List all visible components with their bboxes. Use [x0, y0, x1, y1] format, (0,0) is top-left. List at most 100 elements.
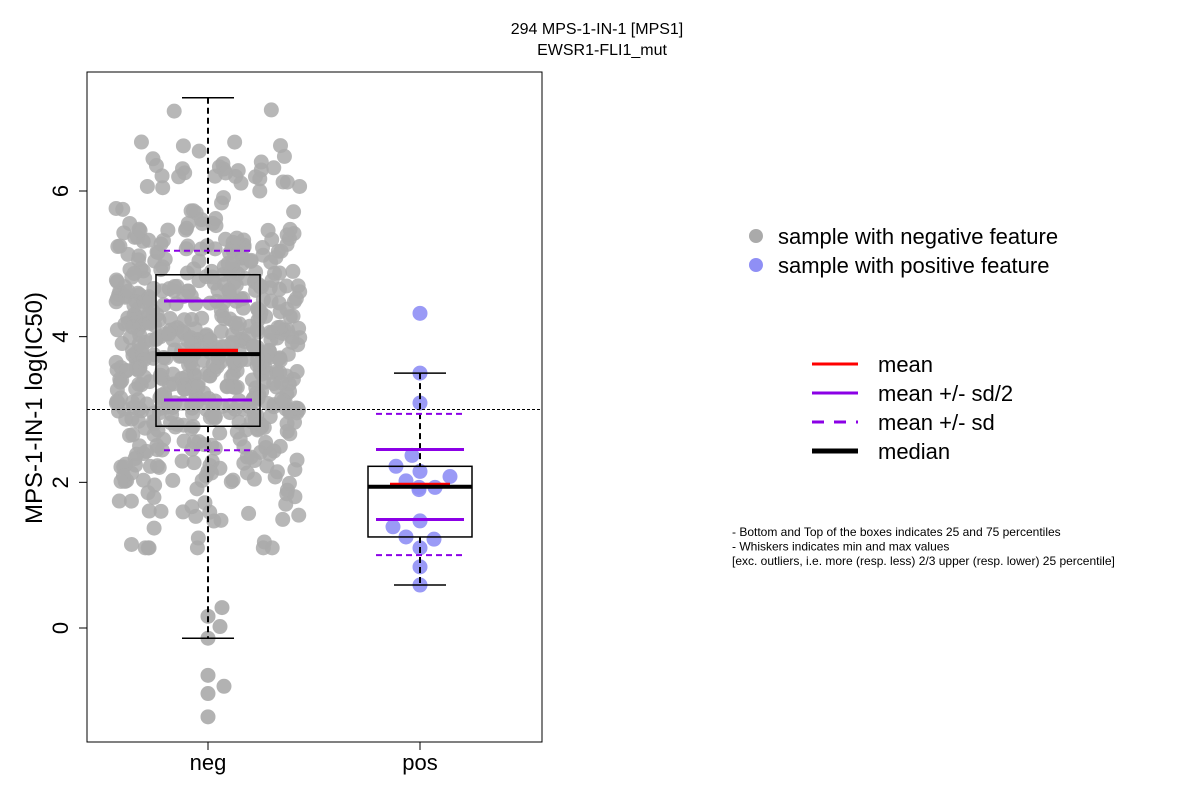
notes: - Bottom and Top of the boxes indicates … — [732, 525, 1115, 568]
data-point-neg — [175, 138, 191, 154]
data-point-neg — [227, 134, 243, 150]
data-point-neg — [188, 508, 204, 524]
data-point-neg — [264, 272, 280, 288]
data-point-pos — [412, 305, 428, 321]
data-point-neg — [147, 477, 163, 493]
data-point-neg — [191, 143, 207, 159]
data-point-neg — [179, 265, 195, 281]
data-point-neg — [278, 496, 294, 512]
data-point-neg — [109, 393, 125, 409]
data-point-neg — [190, 379, 206, 395]
data-point-neg — [272, 352, 288, 368]
data-point-neg — [252, 183, 268, 199]
data-point-neg — [270, 319, 286, 335]
data-point-neg — [141, 540, 157, 556]
data-point-neg — [256, 374, 272, 390]
data-point-neg — [154, 442, 170, 458]
data-point-neg — [178, 241, 194, 257]
data-point-neg — [226, 354, 242, 370]
data-point-neg — [266, 443, 282, 459]
data-point-neg — [263, 102, 279, 118]
data-point-neg — [111, 493, 127, 509]
outlier-point-neg — [214, 600, 230, 616]
outlier-point-neg — [212, 619, 228, 635]
data-point-neg — [146, 427, 162, 443]
data-point-pos — [412, 559, 428, 575]
data-point-neg — [215, 190, 231, 206]
data-point-neg — [241, 505, 257, 521]
data-point-neg — [146, 489, 162, 505]
data-point-neg — [120, 283, 136, 299]
data-point-neg — [169, 278, 185, 294]
data-point-neg — [288, 291, 304, 307]
data-point-neg — [153, 236, 169, 252]
data-point-neg — [231, 316, 247, 332]
data-point-pos — [385, 519, 401, 535]
data-point-neg — [124, 536, 140, 552]
data-point-neg — [213, 324, 229, 340]
data-point-neg — [272, 138, 288, 154]
data-point-neg — [171, 169, 187, 185]
data-point-neg — [149, 458, 165, 474]
data-point-neg — [112, 238, 128, 254]
data-point-neg — [229, 230, 245, 246]
data-point-neg — [153, 503, 169, 519]
legend-lines: mean mean +/- sd/2 mean +/- sd median — [812, 352, 1013, 464]
chart-title: 294 MPS-1-IN-1 [MPS1] — [511, 21, 684, 38]
data-point-neg — [282, 309, 298, 325]
data-point-neg — [115, 468, 131, 484]
outlier-point-neg — [200, 686, 216, 702]
data-point-neg — [166, 103, 182, 119]
data-point-neg — [115, 201, 131, 217]
box-pos — [367, 465, 473, 538]
data-point-neg — [275, 511, 291, 527]
footnote-line: - Whiskers indicates min and max values — [732, 540, 949, 554]
data-point-neg — [208, 211, 224, 227]
outlier-point-neg — [200, 667, 216, 683]
data-point-neg — [161, 326, 177, 342]
data-point-neg — [253, 162, 269, 178]
data-point-neg — [118, 456, 134, 472]
data-point-neg — [191, 273, 207, 289]
data-point-neg — [133, 134, 149, 150]
legend-line-label: mean +/- sd/2 — [878, 381, 1013, 406]
data-point-neg — [108, 272, 124, 288]
y-axis: 0 2 4 6 — [48, 185, 88, 634]
data-point-neg — [118, 362, 134, 378]
data-point-neg — [271, 295, 287, 311]
legend-line-label: mean — [878, 352, 933, 377]
data-point-neg — [251, 277, 267, 293]
legend-line-label: mean +/- sd — [878, 410, 995, 435]
data-point-neg — [250, 422, 266, 438]
data-point-neg — [235, 291, 251, 307]
data-point-neg — [136, 352, 152, 368]
data-point-neg — [114, 336, 130, 352]
data-point-neg — [273, 375, 289, 391]
data-point-neg — [153, 262, 169, 278]
data-point-neg — [184, 312, 200, 328]
data-point-neg — [249, 322, 265, 338]
data-point-neg — [180, 215, 196, 231]
x-tick-label: pos — [402, 750, 437, 775]
legend-line-label: median — [878, 439, 950, 464]
data-point-neg — [125, 319, 141, 335]
data-point-neg — [291, 507, 307, 523]
data-point-neg — [165, 472, 181, 488]
data-point-neg — [264, 232, 280, 248]
data-point-neg — [126, 265, 142, 281]
outlier-point-neg — [200, 709, 216, 725]
data-point-neg — [199, 238, 215, 254]
box-neg — [155, 274, 261, 428]
outlier-point-neg — [216, 678, 232, 694]
data-point-neg — [154, 168, 170, 184]
chart-subtitle: EWSR1-FLI1_mut — [537, 42, 667, 59]
data-point-neg — [221, 283, 237, 299]
data-point-neg — [224, 335, 240, 351]
footnote-line: - Bottom and Top of the boxes indicates … — [732, 525, 1061, 539]
data-point-neg — [269, 464, 285, 480]
data-point-neg — [250, 302, 266, 318]
data-point-neg — [191, 253, 207, 269]
data-point-neg — [202, 295, 218, 311]
x-tick-label: neg — [190, 750, 227, 775]
data-point-neg — [279, 227, 295, 243]
